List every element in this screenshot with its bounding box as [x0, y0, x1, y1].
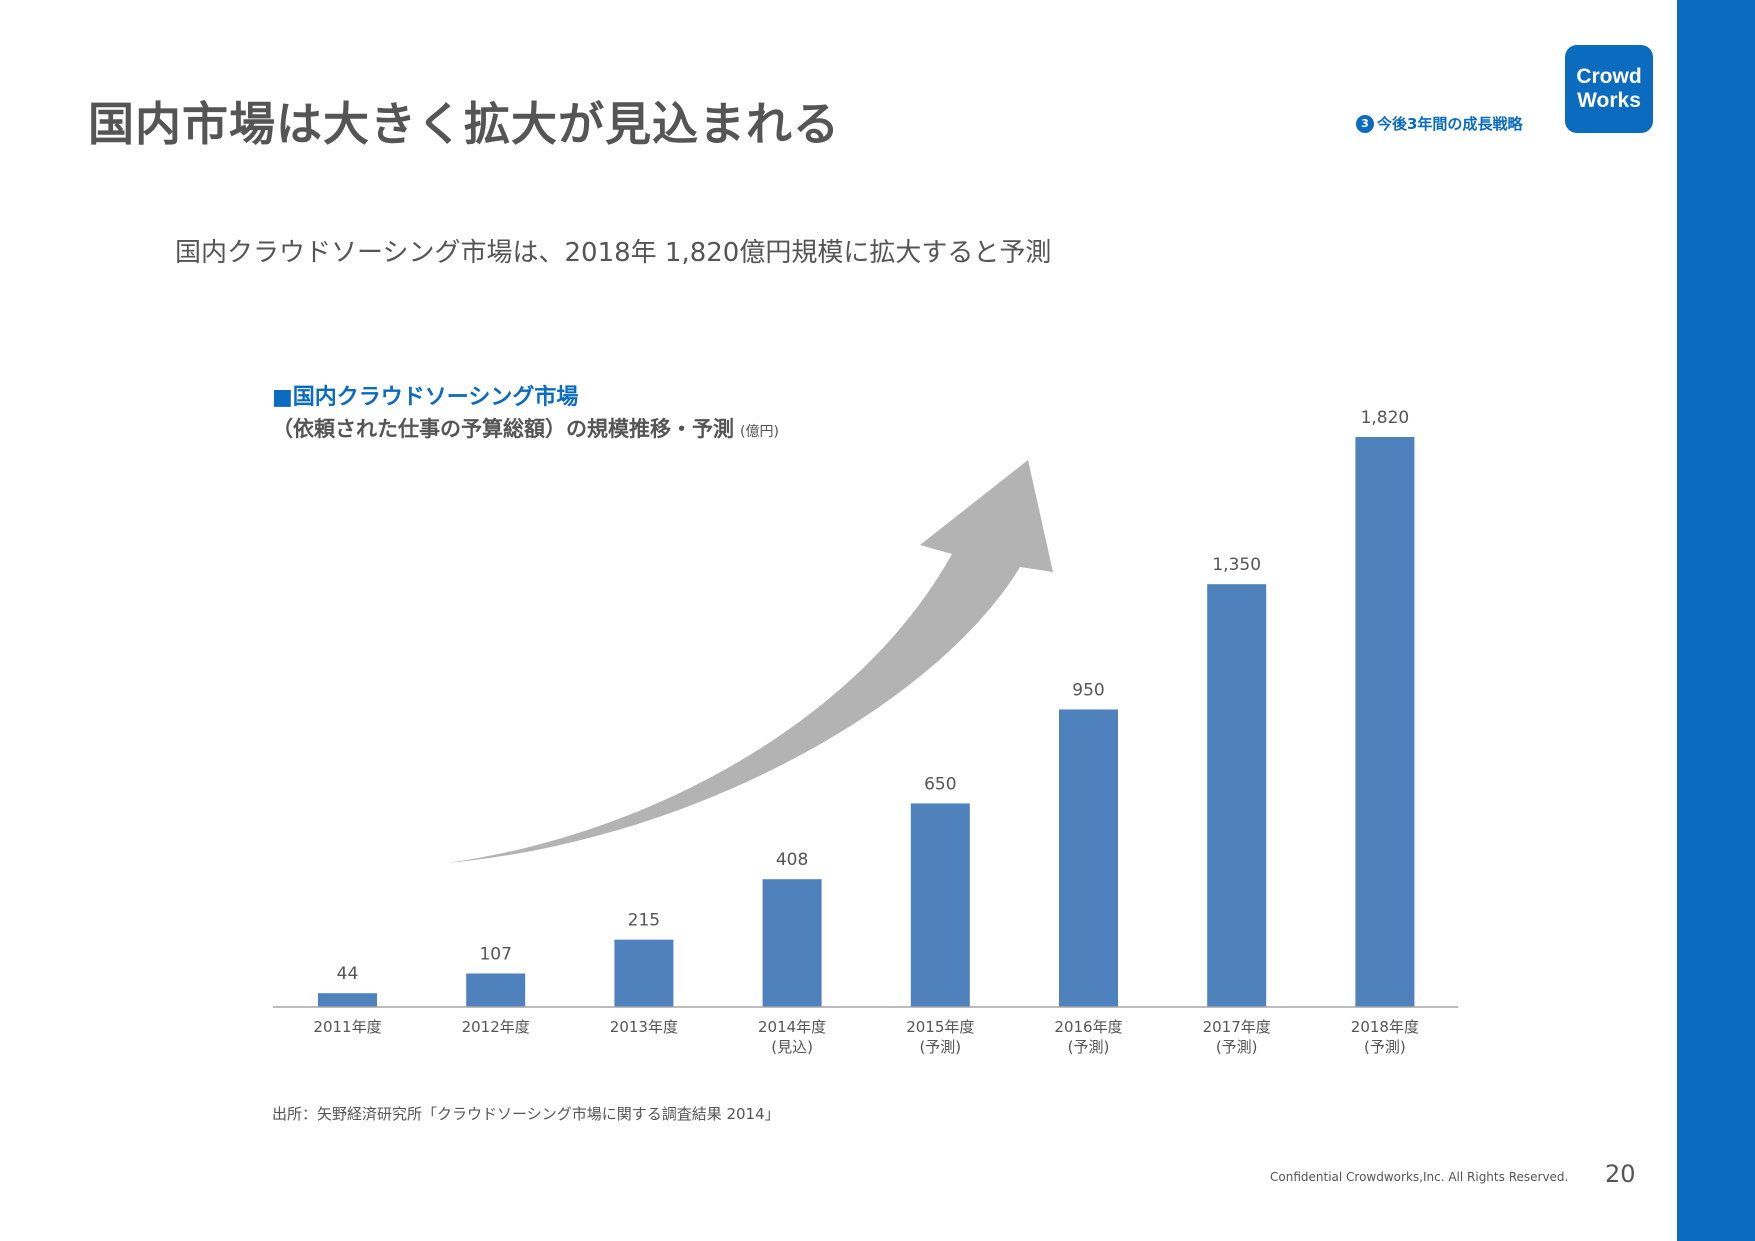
- x-tick-label: (見込): [771, 1038, 813, 1056]
- page-number: 20: [1605, 1160, 1636, 1188]
- growth-arrow: [447, 460, 1053, 863]
- x-tick-label: 2013年度: [610, 1018, 678, 1036]
- x-tick-label: (予測): [919, 1038, 961, 1056]
- x-tick-label: 2017年度: [1203, 1018, 1271, 1036]
- footer-copyright: Confidential Crowdworks,Inc. All Rights …: [1270, 1170, 1569, 1184]
- bar-value-label: 1,820: [1361, 408, 1410, 428]
- x-tick-label: 2016年度: [1054, 1018, 1122, 1036]
- bar: [910, 803, 970, 1007]
- logo-line2: Works: [1577, 89, 1641, 112]
- bar-value-label: 950: [1072, 680, 1104, 700]
- source-note: 出所：矢野経済研究所「クラウドソーシング市場に関する調査結果 2014」: [272, 1105, 780, 1123]
- logo-line1: Crowd: [1576, 65, 1642, 88]
- section-label: 3 今後3年間の成長戦略: [1356, 113, 1522, 134]
- x-tick-label: (予測): [1364, 1038, 1406, 1056]
- crowdworks-logo: Crowd Works: [1565, 45, 1653, 133]
- section-number-badge: 3: [1356, 114, 1374, 133]
- bar: [614, 939, 674, 1007]
- section-label-text: 今後3年間の成長戦略: [1377, 115, 1523, 133]
- bar-value-label: 1,350: [1212, 555, 1261, 575]
- bar: [318, 993, 377, 1007]
- bar-value-label: 650: [924, 774, 956, 794]
- chart-heading: ■国内クラウドソーシング市場 （依頼された仕事の予算総額）の規模推移・予測 (億円…: [272, 379, 779, 443]
- bar-value-label: 44: [337, 964, 359, 984]
- bar: [1207, 584, 1267, 1007]
- chart-subtitle-line: （依頼された仕事の予算総額）の規模推移・予測 (億円): [272, 413, 779, 443]
- page-title: 国内市場は大きく拡大が見込まれる: [88, 97, 840, 151]
- bar: [762, 879, 822, 1007]
- x-tick-label: 2011年度: [313, 1018, 381, 1036]
- bar-value-label: 107: [479, 944, 511, 964]
- x-tick-label: 2012年度: [462, 1018, 530, 1036]
- bar: [1355, 437, 1415, 1007]
- chart-title: ■国内クラウドソーシング市場: [272, 385, 579, 410]
- bar-value-label: 215: [628, 911, 660, 931]
- chart-subtitle: （依頼された仕事の予算総額）の規模推移・予測: [272, 417, 734, 441]
- x-tick-label: 2015年度: [906, 1018, 974, 1036]
- side-band: [1677, 0, 1755, 1241]
- chart-unit: (億円): [740, 424, 779, 440]
- slide-subtitle: 国内クラウドソーシング市場は、2018年 1,820億円規模に拡大すると予測: [175, 238, 1052, 268]
- x-tick-label: 2018年度: [1351, 1018, 1419, 1036]
- bar: [466, 973, 526, 1007]
- x-tick-label: (予測): [1216, 1038, 1258, 1056]
- bar-value-label: 408: [776, 850, 808, 870]
- bar: [1059, 709, 1118, 1007]
- x-tick-label: 2014年度: [758, 1018, 826, 1036]
- x-tick-label: (予測): [1068, 1038, 1110, 1056]
